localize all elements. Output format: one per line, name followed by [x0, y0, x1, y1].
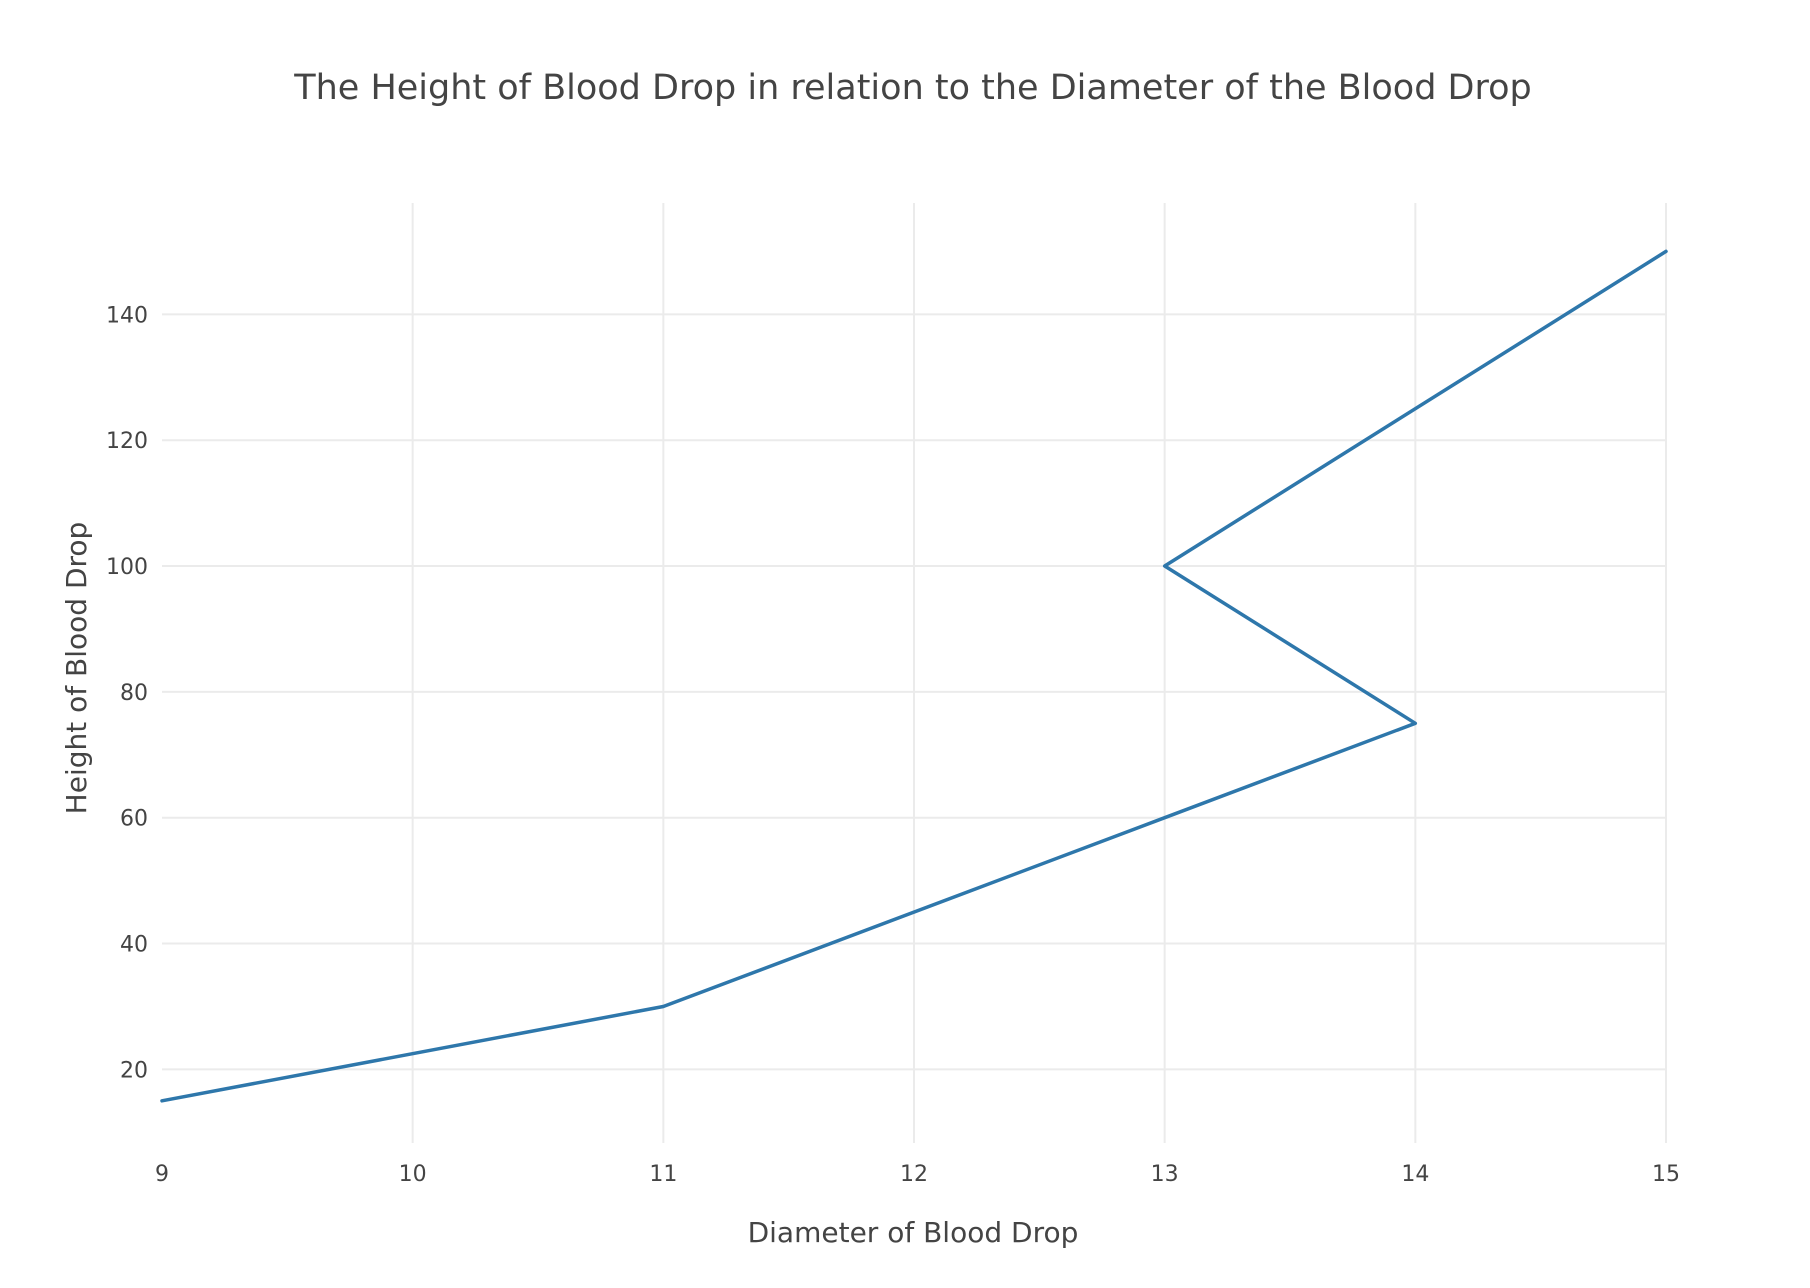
series-line [160, 249, 1668, 1103]
x-tick-label: 15 [1652, 1162, 1680, 1187]
chart-title: The Height of Blood Drop in relation to … [293, 68, 1532, 108]
y-tick-label: 80 [120, 681, 148, 706]
grid [162, 203, 1667, 1143]
x-tick-label: 13 [1151, 1162, 1179, 1187]
x-tick-label: 12 [900, 1162, 928, 1187]
x-axis-title: Diameter of Blood Drop [748, 1216, 1079, 1249]
x-tick-label: 14 [1401, 1162, 1429, 1187]
x-tick-label: 9 [155, 1162, 169, 1187]
y-tick-label: 20 [120, 1058, 148, 1083]
x-tick-label: 10 [399, 1162, 427, 1187]
x-tick-label: 11 [649, 1162, 677, 1187]
y-tick-label: 60 [120, 807, 148, 832]
y-tick-label: 40 [120, 933, 148, 958]
tick-labels: 9 10 11 12 13 14 15 20 40 60 80 100 120 140 [106, 303, 1680, 1187]
y-tick-label: 140 [106, 303, 148, 328]
y-tick-label: 100 [106, 555, 148, 580]
series-layer [160, 249, 1668, 1103]
y-axis-title: Height of Blood Drop [60, 522, 93, 815]
y-tick-label: 120 [106, 429, 148, 454]
